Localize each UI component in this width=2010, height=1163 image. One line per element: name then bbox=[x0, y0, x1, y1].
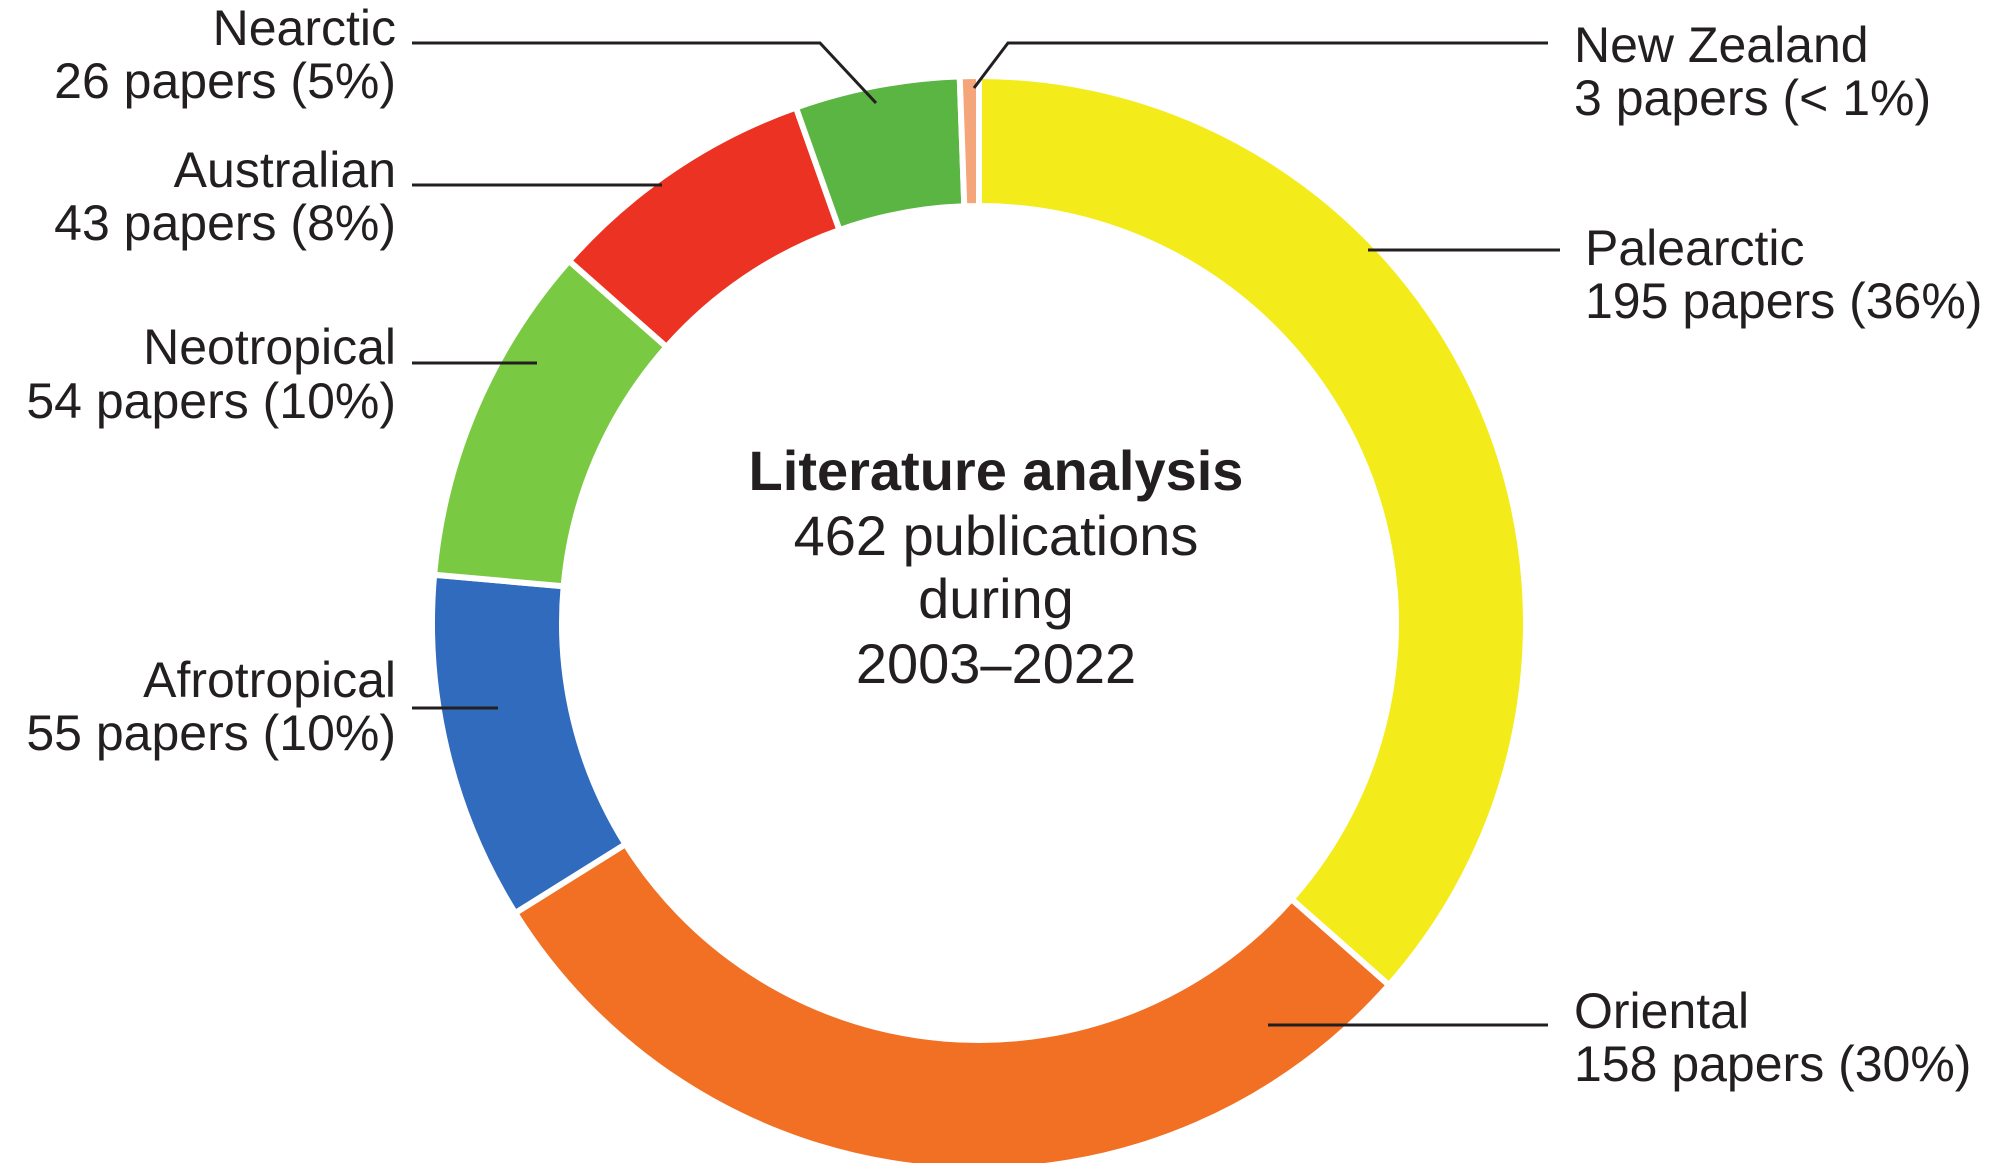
label-count-palearctic: 195 papers (36%) bbox=[1585, 273, 1982, 329]
center-title: Literature analysis bbox=[749, 439, 1244, 502]
label-count-nearctic: 26 papers (5%) bbox=[54, 53, 396, 109]
center-line-3: 2003–2022 bbox=[856, 632, 1136, 695]
label-name-palearctic: Palearctic bbox=[1585, 220, 1805, 276]
label-name-afrotropical: Afrotropical bbox=[143, 652, 396, 708]
slice-new-zealand bbox=[956, 72, 982, 210]
label-name-new-zealand: New Zealand bbox=[1574, 17, 1869, 73]
label-count-oriental: 158 papers (30%) bbox=[1574, 1036, 1971, 1092]
label-name-nearctic: Nearctic bbox=[213, 0, 396, 56]
slice-oriental bbox=[511, 839, 1394, 1163]
label-name-neotropical: Neotropical bbox=[143, 319, 396, 375]
center-text: Literature analysis 462 publications dur… bbox=[749, 439, 1244, 695]
slice-palearctic bbox=[976, 72, 1529, 990]
center-line-1: 462 publications bbox=[794, 504, 1199, 567]
label-count-afrotropical: 55 papers (10%) bbox=[26, 705, 396, 761]
label-name-australian: Australian bbox=[174, 142, 396, 198]
donut-slices bbox=[429, 72, 1529, 1163]
leader-line-new-zealand bbox=[972, 41, 1548, 89]
leader-line-nearctic bbox=[412, 41, 878, 105]
label-count-new-zealand: 3 papers (< 1%) bbox=[1574, 70, 1931, 126]
center-line-2: during bbox=[918, 567, 1074, 630]
label-count-australian: 43 papers (8%) bbox=[54, 195, 396, 251]
slice-afrotropical bbox=[429, 571, 630, 918]
label-name-oriental: Oriental bbox=[1574, 983, 1749, 1039]
leader-lines bbox=[412, 41, 1560, 1027]
label-count-neotropical: 54 papers (10%) bbox=[26, 373, 396, 429]
